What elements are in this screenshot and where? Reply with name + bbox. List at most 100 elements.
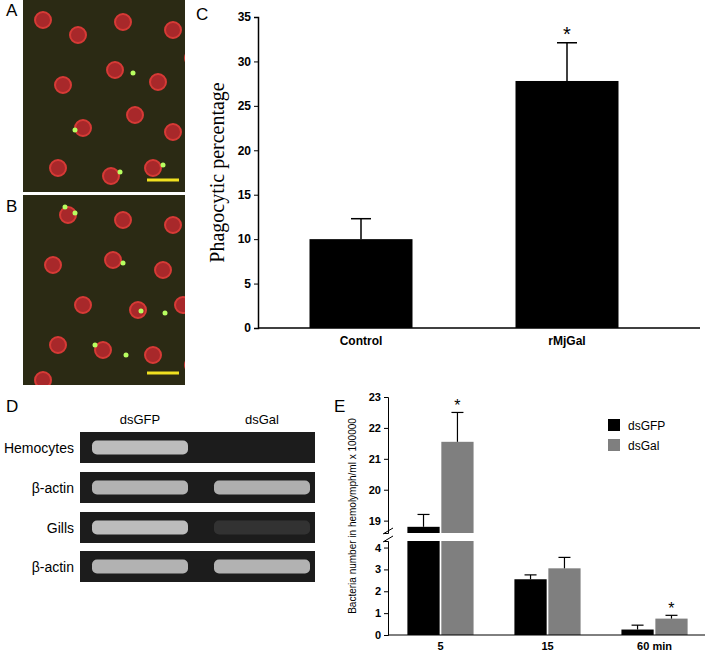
plot-area: [310, 43, 619, 328]
gel-row-label: Hemocytes: [4, 440, 74, 456]
bead: [73, 128, 78, 133]
cell: [75, 297, 91, 313]
micrograph: [23, 195, 185, 385]
tick-label: 15: [541, 640, 553, 652]
tick-mark: [254, 195, 258, 196]
cell: [150, 74, 166, 90]
tick: 10: [238, 232, 258, 246]
tick: 22: [369, 422, 388, 434]
gel-band: [92, 560, 188, 574]
axis-line: [388, 635, 705, 636]
error-bar: [351, 219, 371, 239]
error-bar-cap: [632, 625, 644, 626]
gel-lane: [80, 432, 315, 463]
bar: [310, 239, 413, 328]
micrograph-background: [23, 0, 185, 192]
tick-mark: [384, 635, 388, 636]
panel-label: C: [196, 5, 208, 24]
tick-mark: [384, 459, 388, 460]
bead: [118, 170, 123, 175]
scale-bar: [147, 372, 179, 375]
tick-label: 20: [369, 484, 381, 496]
cell: [75, 120, 91, 136]
y-axis-title: Bacteria number in hemolymph/ml x 100000: [347, 418, 358, 614]
bead: [131, 71, 136, 76]
y-axis: 05101520253035: [238, 10, 259, 335]
tick: 20: [369, 484, 388, 496]
tick-label: 21: [369, 453, 381, 465]
tick-label: 22: [369, 422, 381, 434]
tick-mark: [384, 490, 388, 491]
error-bar-cap: [525, 574, 537, 575]
tick-label: 25: [238, 99, 252, 113]
legend-swatch: [608, 419, 620, 431]
cell: [35, 12, 51, 28]
gel-row-label: β-actin: [32, 559, 74, 575]
tick-mark: [254, 328, 258, 329]
cell: [175, 297, 185, 313]
gel-lane: [80, 472, 315, 503]
error-bar: [557, 43, 577, 81]
bead: [161, 163, 166, 168]
tick: 15: [238, 188, 258, 202]
bar: [516, 81, 619, 328]
error-bar-stem: [530, 575, 531, 579]
bar: [621, 630, 653, 635]
axis-break: [383, 536, 393, 542]
axis-line: [384, 398, 389, 534]
tick: 25: [238, 99, 258, 113]
cell: [50, 160, 66, 176]
error-bar-cap: [418, 514, 430, 515]
bead: [163, 311, 168, 316]
tick-mark: [384, 521, 388, 522]
tick-label: 35: [238, 10, 252, 24]
gel-lane: [80, 551, 315, 582]
micrograph-background: [23, 195, 185, 385]
bar: [514, 579, 546, 635]
cell: [115, 212, 131, 228]
gel-band: [214, 560, 310, 574]
cell: [35, 372, 51, 385]
tick-label: 0: [244, 321, 251, 335]
cell: [155, 262, 171, 278]
cell: [107, 62, 123, 78]
bead: [93, 343, 98, 348]
cell: [50, 337, 66, 353]
bar: [548, 568, 580, 635]
legend-swatch: [608, 439, 620, 451]
y-axis-title: Phagocytic percentage: [206, 82, 229, 263]
tick-mark: [254, 239, 258, 240]
gel-column-label: dsGFP: [120, 412, 160, 427]
cell: [130, 302, 146, 318]
tick: 20: [238, 144, 258, 158]
error-bar-cap: [558, 557, 570, 558]
bead: [124, 353, 129, 358]
error-bar-cap: [351, 218, 371, 220]
error-bar-stem: [423, 514, 424, 526]
cell: [103, 168, 119, 184]
gel-lane: [80, 512, 315, 543]
gel-band: [92, 441, 188, 455]
axis-line: [384, 542, 389, 636]
tick: 60 min: [637, 635, 672, 652]
tick-mark: [254, 61, 258, 62]
cell: [145, 160, 161, 176]
cell: [45, 257, 61, 273]
tick-mark: [384, 613, 388, 614]
panel-label: E: [334, 397, 345, 416]
bead: [121, 261, 126, 266]
bar: [441, 541, 473, 635]
cell: [105, 252, 121, 268]
tick-mark: [384, 428, 388, 429]
gel-column-label: dsGal: [245, 412, 279, 427]
tick-label: 1: [375, 607, 381, 619]
cell: [145, 347, 161, 363]
annotation: *: [668, 600, 674, 617]
tick-label: 23: [369, 391, 381, 403]
gel-band: [214, 521, 310, 535]
figure: ABCDEdsGFPdsGalHemocytesβ-actinGillsβ-ac…: [0, 0, 714, 668]
tick: 35: [238, 10, 258, 24]
tick: 23: [369, 391, 388, 403]
tick-label: 5: [437, 640, 443, 652]
tick-label: rMjGal: [548, 334, 585, 348]
